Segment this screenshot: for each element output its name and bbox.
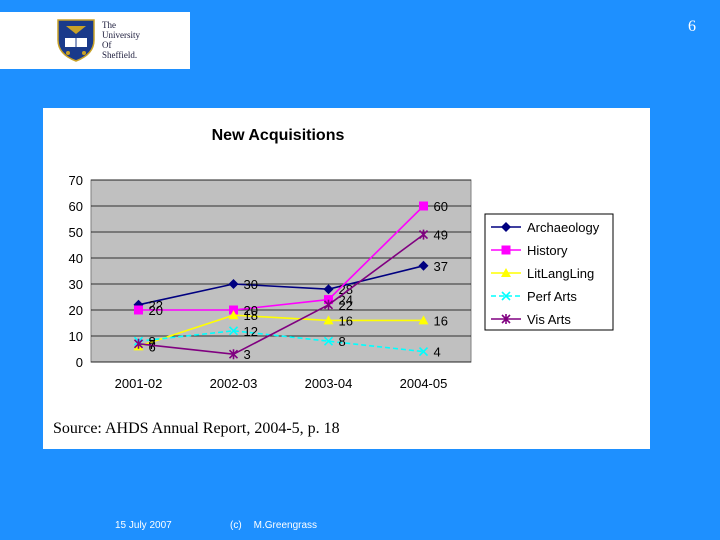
logo-text: The University Of Sheffield. <box>102 20 140 60</box>
legend-marker <box>501 291 511 301</box>
data-point <box>418 315 429 325</box>
data-label: 16 <box>339 313 353 328</box>
data-label: 6 <box>149 339 156 354</box>
footer-copyright: (c) <box>230 520 242 531</box>
data-label: 3 <box>244 347 251 362</box>
data-point <box>418 260 429 271</box>
data-label: 49 <box>434 228 448 243</box>
legend-entry: Archaeology <box>527 220 600 235</box>
logo-line: The <box>102 20 116 30</box>
x-tick-label: 2004-05 <box>400 376 448 391</box>
data-point <box>419 201 428 211</box>
data-label: 20 <box>244 303 258 318</box>
data-point <box>134 305 143 315</box>
footer-date: 15 July 2007 <box>115 520 172 531</box>
y-tick-label: 30 <box>69 277 83 292</box>
data-point <box>229 305 238 315</box>
logo-line: Of <box>102 40 112 50</box>
chart-panel: New Acquisitions 0 10 20 30 40 50 60 70 2001-02 20… <box>43 108 650 449</box>
data-point <box>228 349 239 360</box>
data-point <box>323 336 334 346</box>
chart-title: New Acquisitions <box>212 127 345 144</box>
source-caption: Source: AHDS Annual Report, 2004-5, p. 1… <box>53 420 340 437</box>
data-point <box>323 284 334 295</box>
data-label: 8 <box>339 334 346 349</box>
logo-line: Sheffield. <box>102 50 138 60</box>
crest-icon <box>57 19 95 62</box>
legend-entry: LitLangLing <box>527 266 594 281</box>
y-tick-label: 0 <box>76 355 83 370</box>
y-tick-label: 50 <box>69 225 83 240</box>
y-tick-label: 60 <box>69 199 83 214</box>
data-point <box>324 295 333 305</box>
data-label: 7 <box>149 337 156 352</box>
x-tick-label: 2002-03 <box>210 376 258 391</box>
data-label: 12 <box>244 324 258 339</box>
x-tick-label: 2003-04 <box>305 376 353 391</box>
data-point <box>418 229 429 240</box>
footer-credit: (c) M.Greengrass <box>230 520 317 531</box>
logo-line: University <box>102 30 140 40</box>
series-line-archaeology <box>138 265 424 306</box>
line-chart: New Acquisitions 0 10 20 30 40 50 60 70 2001-02 20… <box>69 127 614 391</box>
data-label: 4 <box>434 345 441 360</box>
data-label: 18 <box>244 308 258 323</box>
data-label: 37 <box>434 259 448 274</box>
data-point <box>323 315 334 325</box>
data-point <box>133 338 144 349</box>
data-label: 22 <box>149 298 163 313</box>
series-line-litlangling <box>138 314 424 348</box>
data-point <box>228 279 239 289</box>
data-label: 24 <box>339 293 353 308</box>
data-label: 30 <box>244 277 258 292</box>
data-point <box>323 299 334 310</box>
legend-marker <box>501 314 511 324</box>
y-tick-label: 40 <box>69 251 83 266</box>
data-point <box>228 326 239 336</box>
legend-entry: Perf Arts <box>527 289 577 304</box>
series-line-vis-arts <box>138 233 424 356</box>
data-label: 60 <box>434 199 448 214</box>
y-tick-label: 10 <box>69 329 83 344</box>
legend-marker <box>501 268 511 277</box>
data-label: 16 <box>434 313 448 328</box>
legend-marker <box>501 245 511 255</box>
footer-author: M.Greengrass <box>253 520 318 531</box>
legend-marker <box>501 222 511 232</box>
page-number: 6 <box>688 18 696 35</box>
data-label: 8 <box>149 334 156 349</box>
data-label: 20 <box>149 303 163 318</box>
legend-entry: History <box>527 243 568 258</box>
data-point <box>228 310 239 320</box>
series-line-history <box>138 205 425 311</box>
data-point <box>418 347 429 357</box>
university-logo: The University Of Sheffield. <box>0 12 190 69</box>
x-tick-label: 2001-02 <box>115 376 163 391</box>
y-tick-label: 20 <box>69 303 83 318</box>
y-tick-label: 70 <box>69 173 83 188</box>
data-label: 22 <box>339 298 353 313</box>
legend-entry: Vis Arts <box>527 312 571 327</box>
